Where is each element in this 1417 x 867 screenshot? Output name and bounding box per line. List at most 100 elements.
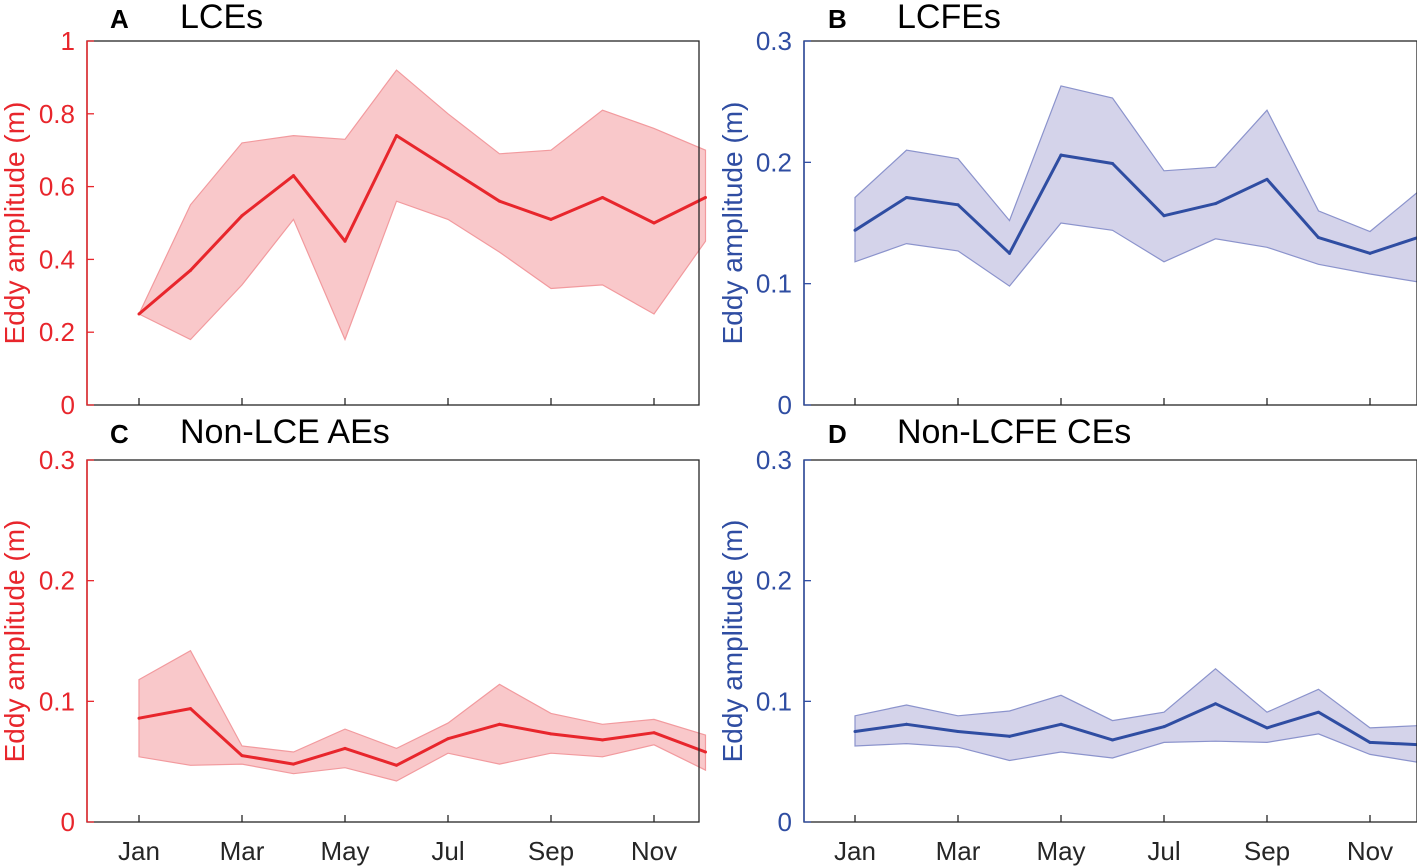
- mean-line: [854, 702, 1417, 747]
- x-tick-label: Jul: [431, 836, 464, 866]
- mean-point: [137, 312, 141, 316]
- mean-point: [601, 738, 604, 742]
- mean-point: [446, 166, 450, 170]
- mean-line: [138, 134, 707, 316]
- x-tick-label: Jan: [118, 836, 160, 866]
- panel-c-letter: C: [110, 419, 129, 449]
- mean-point: [1059, 722, 1063, 726]
- mean-point: [240, 214, 244, 218]
- panel-a: A LCEs 0 0.2 0.4 0.6 0.8 1 Eddy amplitude (m): [0, 0, 707, 420]
- mean-point: [1059, 153, 1063, 157]
- x-tick-label: May: [320, 836, 369, 866]
- mean-point: [956, 730, 960, 733]
- y-tick-label: 0: [778, 807, 792, 837]
- mean-point: [704, 196, 707, 200]
- panel-b-letter: B: [828, 4, 847, 34]
- y-tick-label: 0.6: [39, 172, 75, 202]
- mean-point: [1265, 177, 1269, 181]
- mean-point: [549, 217, 553, 221]
- range-band: [138, 649, 707, 782]
- y-axis-label: Eddy amplitude (m): [0, 520, 30, 763]
- mean-point: [1317, 236, 1320, 240]
- panel-b: B LCFEs 0 0.1 0.2 0.3 Eddy amplitude (m): [717, 0, 1417, 420]
- mean-point: [395, 134, 398, 138]
- x-tick-label: Jan: [834, 836, 876, 866]
- y-tick-label: 0.1: [756, 686, 792, 716]
- mean-point: [1317, 710, 1320, 714]
- y-tick-label: 0: [61, 390, 75, 420]
- mean-point: [601, 196, 604, 200]
- y-axis-label: Eddy amplitude (m): [717, 520, 748, 763]
- mean-point: [1111, 738, 1114, 742]
- panel-d-letter: D: [828, 419, 847, 449]
- plot-area: [804, 460, 1417, 822]
- y-tick-label: 0.4: [39, 244, 75, 274]
- x-tick-label: Sep: [1244, 836, 1290, 866]
- mean-point: [446, 737, 450, 741]
- range-band: [138, 69, 707, 342]
- mean-point: [1162, 725, 1166, 729]
- y-tick-label: 0.2: [39, 566, 75, 596]
- y-tick-label: 0.3: [756, 26, 792, 56]
- mean-point: [1214, 202, 1217, 206]
- mean-point: [905, 722, 908, 726]
- panel-d-title: Non-LCFE CEs: [897, 413, 1131, 451]
- mean-point: [853, 228, 857, 232]
- y-tick-label: 1: [61, 26, 75, 56]
- mean-point: [652, 731, 656, 735]
- mean-point: [1008, 251, 1011, 255]
- y-axis-label: Eddy amplitude (m): [717, 102, 748, 345]
- y-tick-label: 0: [61, 807, 75, 837]
- x-tick-label: Nov: [631, 836, 677, 866]
- panel-a-letter: A: [110, 4, 129, 34]
- y-tick-label: 0.8: [39, 99, 75, 129]
- mean-point: [1008, 734, 1011, 738]
- mean-point: [189, 268, 192, 272]
- mean-point: [292, 762, 295, 766]
- x-tick-label: Nov: [1347, 836, 1393, 866]
- panel-c: C Non-LCE AEs 0 0.1 0.2 0.3 Jan Mar May Jul Sep N…: [0, 413, 707, 866]
- y-tick-label: 0.3: [756, 445, 792, 475]
- x-tick-label: Mar: [220, 836, 265, 866]
- mean-point: [1214, 702, 1217, 706]
- mean-point: [704, 750, 707, 754]
- range-band: [854, 668, 1417, 763]
- mean-line: [854, 153, 1417, 255]
- y-axis-label: Eddy amplitude (m): [0, 102, 30, 345]
- y-tick-label: 0.1: [756, 269, 792, 299]
- mean-point: [343, 746, 347, 750]
- mean-point: [853, 730, 857, 733]
- panel-c-title: Non-LCE AEs: [180, 413, 390, 451]
- x-tick-label: Jul: [1147, 836, 1180, 866]
- panel-a-title: LCEs: [180, 0, 263, 36]
- mean-point: [1265, 726, 1269, 730]
- mean-point: [395, 763, 398, 767]
- mean-point: [292, 174, 295, 178]
- mean-point: [240, 754, 244, 758]
- y-tick-label: 0.1: [39, 686, 75, 716]
- mean-point: [189, 707, 192, 711]
- x-tick-label: Sep: [528, 836, 574, 866]
- y-tick-label: 0.2: [756, 566, 792, 596]
- mean-point: [1111, 162, 1114, 166]
- mean-point: [498, 199, 501, 203]
- panel-b-plot: 0 0.1 0.2 0.3 Eddy amplitude (m): [717, 26, 1417, 420]
- mean-point: [905, 196, 908, 200]
- mean-point: [498, 722, 501, 726]
- mean-point: [343, 239, 347, 243]
- mean-line: [138, 707, 707, 767]
- x-tick-label: Mar: [936, 836, 981, 866]
- mean-point: [1368, 740, 1372, 744]
- mean-point: [137, 716, 141, 720]
- panel-c-plot: 0 0.1 0.2 0.3 Jan Mar May Jul Sep Nov Eddy amplitu…: [0, 445, 707, 866]
- panel-b-title: LCFEs: [897, 0, 1001, 36]
- panel-a-plot: 0 0.2 0.4 0.6 0.8 1 Eddy amplitude (m): [0, 26, 707, 420]
- mean-point: [652, 221, 656, 225]
- panel-d-plot: 0 0.1 0.2 0.3 Jan Mar May Jul Sep Nov Eddy amplitu…: [717, 445, 1417, 866]
- y-tick-label: 0: [778, 390, 792, 420]
- mean-point: [1368, 251, 1372, 255]
- y-tick-label: 0.2: [39, 317, 75, 347]
- x-tick-label: May: [1036, 836, 1085, 866]
- mean-point: [549, 732, 553, 736]
